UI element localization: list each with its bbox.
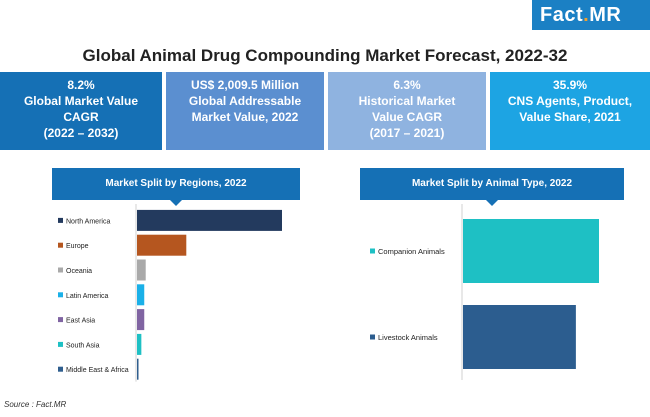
kpi-line: Value Share, 2021 bbox=[519, 110, 621, 124]
kpi-market-cagr: 8.2% Global Market Value CAGR (2022 – 2032) bbox=[0, 72, 162, 150]
regions-bar-chart: North America Europe Oceania Latin America E… bbox=[58, 204, 282, 382]
bar bbox=[137, 358, 139, 380]
legend-swatch bbox=[58, 366, 63, 372]
kpi-line: Global Market Value bbox=[23, 94, 139, 108]
category-label: Europe bbox=[66, 243, 89, 250]
brand-logo: Fact.MR bbox=[532, 0, 650, 30]
bar bbox=[137, 259, 146, 281]
bar bbox=[137, 209, 282, 231]
legend-swatch bbox=[58, 292, 63, 298]
bar bbox=[137, 333, 142, 355]
kpi-line: 6.3% bbox=[393, 78, 421, 92]
bar bbox=[463, 305, 576, 369]
category-label: Latin America bbox=[66, 293, 109, 300]
kpi-line: CAGR bbox=[63, 110, 99, 124]
category-label: Companion Animals bbox=[378, 247, 445, 256]
brand-suffix: MR bbox=[589, 4, 622, 26]
brand-name: Fact bbox=[540, 4, 584, 26]
source-note: Source : Fact.MR bbox=[4, 400, 67, 409]
kpi-line: Market Value, 2022 bbox=[191, 110, 299, 124]
legend-swatch bbox=[58, 267, 63, 273]
kpi-line: US$ 2,009.5 Million bbox=[190, 78, 300, 92]
brand-dot: . bbox=[583, 4, 590, 26]
category-label: East Asia bbox=[66, 318, 95, 325]
kpi-line: Value CAGR bbox=[371, 110, 443, 124]
kpi-line: 35.9% bbox=[552, 78, 588, 92]
legend-swatch bbox=[58, 317, 63, 323]
bar bbox=[137, 234, 187, 256]
bar bbox=[463, 219, 599, 283]
kpi-cns-share: 35.9% CNS Agents, Product, Value Share, 20… bbox=[490, 72, 650, 150]
kpi-market-value: US$ 2,009.5 Million Global Addressable Mar… bbox=[166, 72, 324, 150]
kpi-line: (2022 – 2032) bbox=[43, 126, 119, 140]
page-title: Global Animal Drug Compounding Market Fo… bbox=[82, 46, 568, 65]
kpi-line: (2017 – 2021) bbox=[369, 126, 445, 140]
bar bbox=[137, 284, 145, 306]
kpi-historical-cagr: 6.3% Historical Market Value CAGR (2017 – 2… bbox=[328, 72, 486, 150]
animal-type-chart-title: Market Split by Animal Type, 2022 bbox=[360, 168, 624, 206]
kpi-line: Historical Market bbox=[358, 94, 456, 108]
kpi-line: 8.2% bbox=[67, 78, 95, 92]
legend-swatch bbox=[58, 242, 63, 248]
legend-swatch bbox=[370, 248, 375, 254]
category-label: Livestock Animals bbox=[378, 333, 438, 342]
category-label: South Asia bbox=[66, 342, 100, 349]
category-label: Oceania bbox=[66, 268, 92, 275]
legend-swatch bbox=[370, 334, 375, 340]
kpi-line: Global Addressable bbox=[188, 94, 302, 108]
bar bbox=[137, 309, 145, 331]
legend-swatch bbox=[58, 217, 63, 223]
category-label: Middle East & Africa bbox=[66, 367, 129, 374]
legend-swatch bbox=[58, 341, 63, 347]
regions-chart-title: Market Split by Regions, 2022 bbox=[52, 168, 300, 206]
kpi-line: CNS Agents, Product, bbox=[507, 94, 633, 108]
category-label: North America bbox=[66, 218, 110, 225]
animal-type-bar-chart: Companion Animals Livestock Animals bbox=[370, 204, 599, 380]
